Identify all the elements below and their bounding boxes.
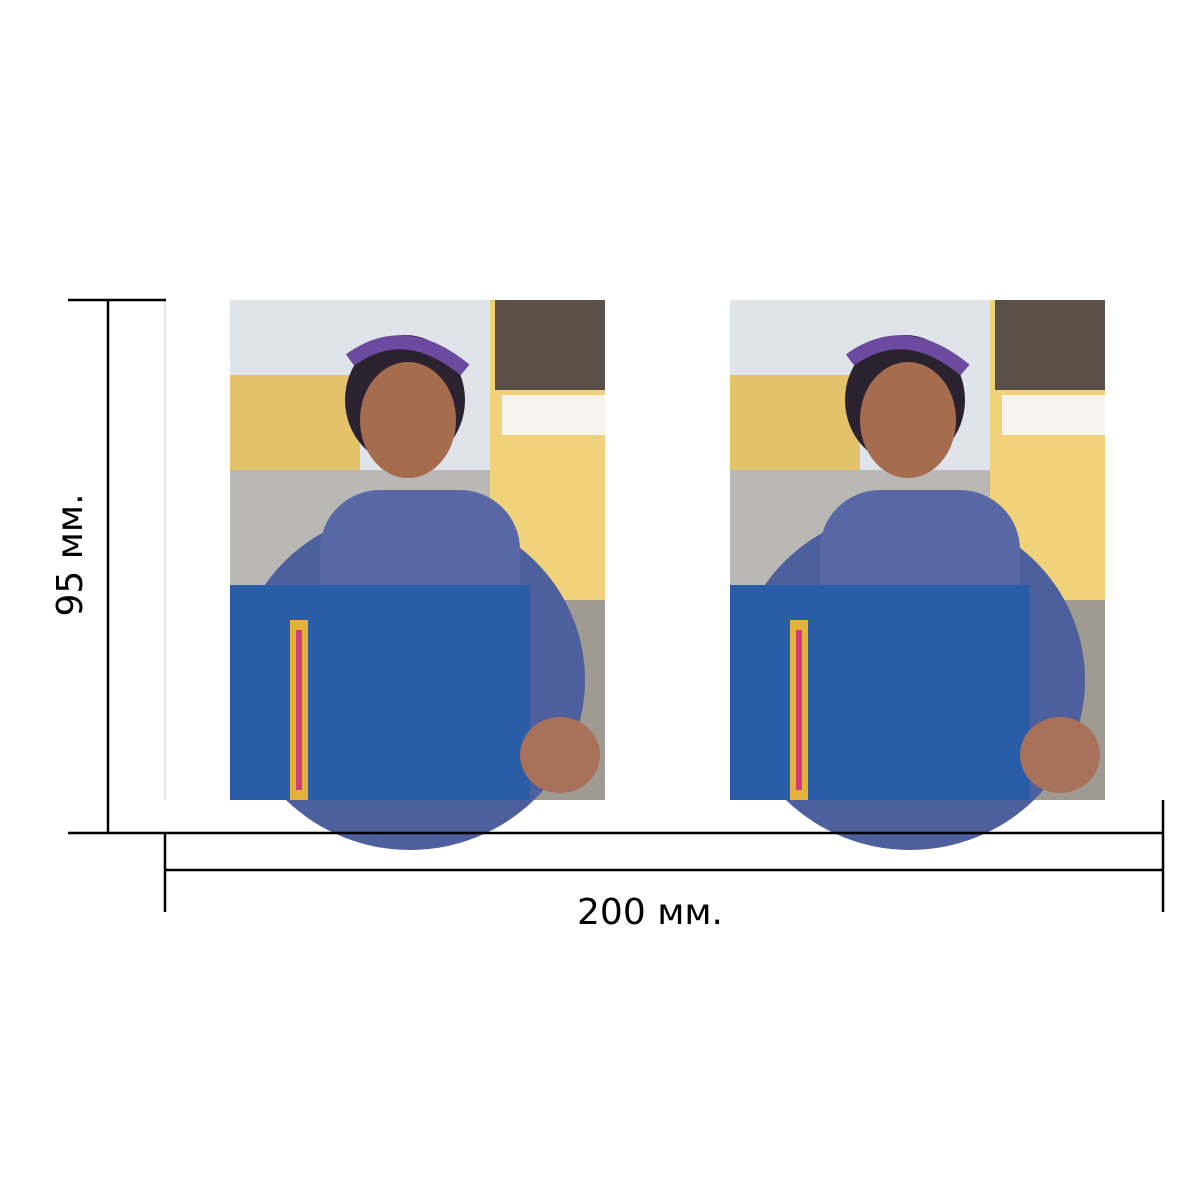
photo-right <box>730 300 1105 850</box>
photo-left <box>230 300 605 850</box>
height-label: 95 мм. <box>50 493 91 616</box>
width-label: 200 мм. <box>577 892 723 933</box>
